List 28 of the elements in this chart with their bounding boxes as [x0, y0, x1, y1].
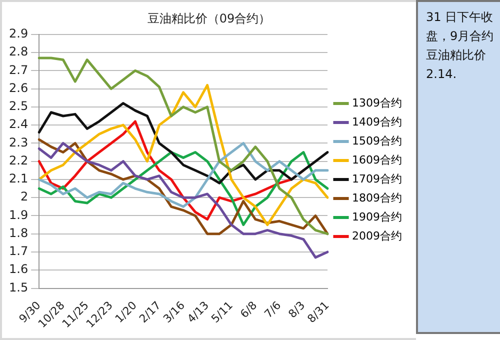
y-tick-label: 2.8 — [8, 44, 28, 59]
y-tick-label: 2.3 — [8, 135, 28, 150]
legend-label: 1909合约 — [352, 210, 402, 224]
y-tick-label: 1.5 — [8, 280, 28, 294]
y-tick-label: 1.7 — [8, 244, 28, 258]
y-tick-label: 2.5 — [8, 99, 28, 114]
y-tick-label: 2.9 — [8, 26, 28, 41]
y-tick-label: 1.9 — [8, 208, 28, 222]
legend-label: 1809合约 — [352, 191, 402, 204]
y-tick-label: 2 — [20, 190, 28, 204]
y-tick-label: 2.7 — [8, 62, 28, 77]
legend-label: 1509合约 — [352, 134, 402, 148]
legend-label: 1709合约 — [352, 172, 402, 186]
x-tick-label: 8/3 — [286, 298, 308, 321]
y-tick-label: 2.1 — [8, 172, 28, 186]
x-tick-label: 6/8 — [238, 298, 260, 321]
y-tick-label: 1.6 — [8, 262, 28, 276]
chart-title: 豆油粕比价（09合约） — [147, 11, 271, 26]
legend-label: 1409合约 — [352, 115, 402, 128]
text: 31 日下午收盘，9月合约豆油粕比价2.14. — [416, 0, 500, 334]
y-tick-label: 2.2 — [8, 153, 28, 168]
y-tick-label: 2.4 — [8, 117, 28, 132]
x-tick-label: 7/6 — [262, 298, 284, 321]
legend-label: 1309合约 — [352, 96, 402, 110]
legend-label: 2009合约 — [352, 229, 402, 242]
y-tick-label: 1.8 — [8, 226, 28, 240]
legend-label: 1609合约 — [352, 153, 402, 166]
y-tick-label: 2.6 — [8, 80, 28, 95]
